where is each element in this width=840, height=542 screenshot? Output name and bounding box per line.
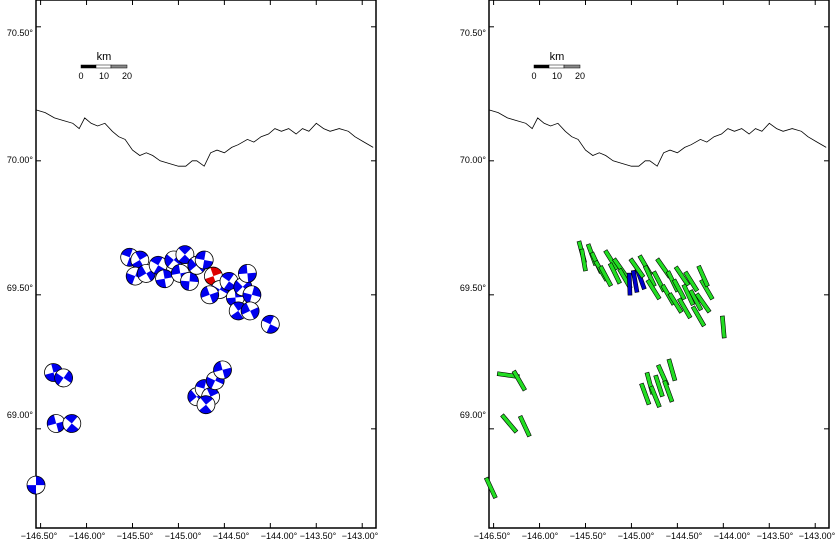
stress-axis-bar	[666, 358, 678, 382]
right-xtick-label: −144.00°	[714, 531, 751, 541]
right-x-tick-labels: −146.50° −146.00° −145.50° −145.00° −144…	[474, 531, 836, 541]
right-scale-unit: km	[550, 51, 565, 63]
stress-axis-bar	[720, 315, 727, 339]
focal-mechanism-beachball	[62, 414, 82, 433]
left-y-tick-labels: 70.50° 70.00° 69.50° 69.00°	[7, 28, 34, 420]
focal-mechanism-beachball	[54, 368, 73, 388]
stress-axis-bar	[671, 278, 687, 301]
focal-mechanism-beachball	[26, 475, 46, 495]
stress-axis-bar	[690, 305, 707, 328]
stress-axis-bar	[603, 249, 620, 271]
left-xtick-label: −146.50°	[21, 531, 58, 541]
stress-axis-bar	[699, 278, 715, 301]
left-scale-bar: km 0 10 20	[78, 51, 132, 81]
left-xtick-label: −144.00°	[261, 531, 298, 541]
left-axis-ticks	[36, 0, 376, 528]
stress-axis-bar	[511, 369, 527, 392]
right-scale-label: 0	[531, 71, 536, 81]
right-y-tick-labels: 70.50° 70.00° 69.50° 69.00°	[460, 28, 487, 420]
focal-mechanism-beachball	[237, 263, 257, 283]
stress-axis-bar	[667, 292, 684, 314]
left-x-tick-labels: −146.50° −146.00° −145.50° −145.00° −144…	[21, 531, 379, 541]
right-map-content	[483, 0, 829, 528]
left-xtick-label: −143.50°	[300, 531, 337, 541]
focal-mechanism-beachball	[194, 250, 214, 270]
stress-axis-bar	[483, 476, 498, 500]
focal-mechanism-beachball	[175, 245, 195, 265]
focal-mechanism-beachball	[180, 271, 199, 291]
stress-axis-bar	[598, 265, 614, 288]
stress-axis-bar	[662, 379, 675, 403]
stress-axis-bar	[500, 413, 519, 434]
stress-axis-bar	[579, 248, 588, 272]
right-xtick-label: −143.50°	[757, 531, 794, 541]
right-xtick-label: −144.50°	[666, 531, 703, 541]
left-ytick-label: 70.50°	[7, 28, 34, 38]
left-scale-unit: km	[97, 51, 112, 63]
stress-axis-bar	[648, 385, 662, 409]
left-ytick-label: 70.00°	[7, 155, 34, 165]
stress-axis-bar	[677, 297, 693, 320]
stress-axis-bar	[517, 414, 532, 438]
focal-mechanism-beachball	[200, 285, 220, 305]
stress-axis-bar	[694, 292, 712, 314]
left-ytick-label: 69.00°	[7, 410, 34, 420]
focal-mechanism-beachball	[260, 314, 280, 334]
right-xtick-label: −146.50°	[474, 531, 511, 541]
stress-axis-bar	[688, 289, 704, 312]
right-stress-bars	[483, 240, 727, 500]
right-xtick-label: −145.00°	[618, 531, 655, 541]
right-axis-ticks	[489, 0, 829, 528]
focal-mechanism-beachball	[240, 301, 260, 321]
left-xtick-label: −146.00°	[69, 531, 106, 541]
stress-axis-bar	[630, 269, 640, 293]
right-scale-label: 10	[552, 71, 562, 81]
stress-axis-bar	[628, 257, 646, 279]
left-scale-label: 20	[122, 71, 132, 81]
left-scale-label: 0	[78, 71, 83, 81]
focal-mechanism-beachball	[213, 360, 232, 380]
right-ytick-label: 70.50°	[460, 28, 487, 38]
left-xtick-label: −145.00°	[165, 531, 202, 541]
stress-axis-bar	[626, 272, 633, 296]
right-ytick-label: 69.00°	[460, 410, 487, 420]
left-coastline	[35, 109, 374, 167]
right-xtick-label: −145.50°	[570, 531, 607, 541]
right-ytick-label: 69.50°	[460, 283, 487, 293]
stress-axis-bar	[607, 262, 622, 285]
left-map-content	[26, 0, 376, 528]
stress-axis-bar	[673, 265, 691, 287]
left-xtick-label: −145.50°	[117, 531, 154, 541]
left-ytick-label: 69.50°	[7, 283, 34, 293]
left-map-panel: 70.50° 70.00° 69.50° 69.00° −146.50° −14…	[7, 0, 379, 541]
left-xtick-label: −144.50°	[213, 531, 250, 541]
stress-axis-bar	[696, 264, 710, 288]
focal-mechanism-beachball	[242, 285, 262, 305]
stress-axis-bar	[642, 264, 657, 288]
stress-axis-bar	[645, 278, 662, 301]
right-coastline	[488, 109, 827, 167]
stress-axis-bar	[639, 382, 652, 406]
right-ytick-label: 70.00°	[460, 155, 487, 165]
right-scale-label: 20	[575, 71, 585, 81]
right-xtick-label: −143.00°	[799, 531, 836, 541]
left-focal-mechanisms	[26, 245, 280, 495]
stress-axis-bar	[653, 374, 665, 398]
left-scale-label: 10	[99, 71, 109, 81]
stress-axis-bar	[683, 270, 700, 293]
focal-mechanism-beachball	[196, 395, 216, 415]
left-xtick-label: −143.00°	[342, 531, 379, 541]
right-xtick-label: −146.00°	[522, 531, 559, 541]
right-scale-bar: km 0 10 20	[531, 51, 585, 81]
right-map-panel: 70.50° 70.00° 69.50° 69.00° −146.50° −14…	[460, 0, 836, 541]
